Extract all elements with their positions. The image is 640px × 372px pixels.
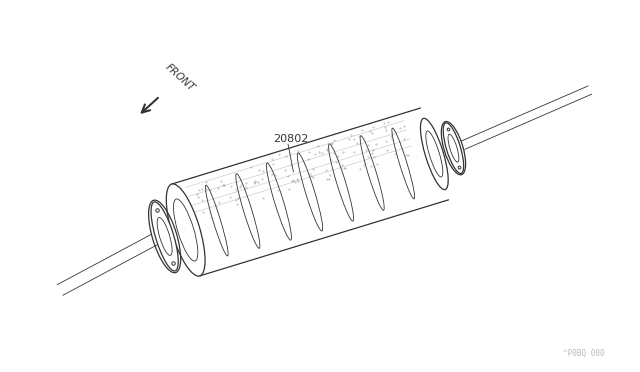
- Ellipse shape: [166, 184, 205, 276]
- Ellipse shape: [420, 118, 448, 190]
- Ellipse shape: [151, 202, 178, 271]
- Text: ^P0BQ 000: ^P0BQ 000: [563, 349, 605, 358]
- Ellipse shape: [444, 123, 463, 173]
- Text: FRONT: FRONT: [163, 62, 196, 93]
- Text: 20802: 20802: [273, 134, 308, 144]
